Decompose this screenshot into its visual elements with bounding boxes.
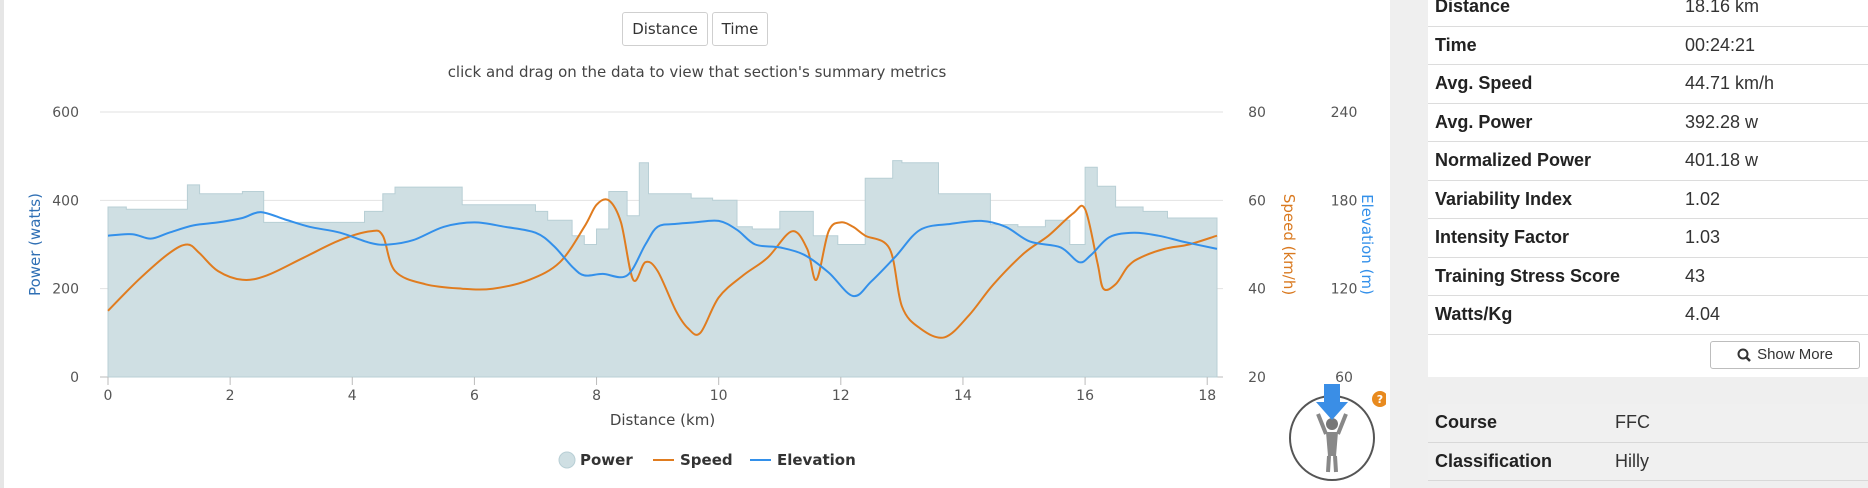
speed-tick-label: 20 (1248, 370, 1266, 386)
magnify-icon (1737, 348, 1751, 362)
elevation-axis-title: Elevation (m) (1358, 194, 1376, 295)
x-tick-label: 10 (710, 388, 728, 404)
x-tick-label: 14 (954, 388, 972, 404)
stat-label: Watts/Kg (1435, 304, 1513, 325)
stat-row: Time 00:24:21 (1428, 27, 1868, 65)
stat-value: 1.03 (1685, 227, 1721, 248)
stat-value: 43 (1685, 265, 1706, 286)
power-area-series (107, 160, 1218, 378)
legend-power-marker (558, 451, 576, 469)
elevation-tick-label: 180 (1331, 193, 1358, 209)
power-tick-label: 400 (52, 193, 79, 209)
stat-row: Variability Index 1.02 (1428, 181, 1868, 219)
x-tick-label: 2 (226, 388, 235, 404)
x-tick-label: 16 (1076, 388, 1094, 404)
stat-row: Training Stress Score 43 (1428, 258, 1868, 296)
stat-label: Normalized Power (1435, 150, 1592, 171)
speed-axis-title: Speed (km/h) (1280, 194, 1298, 295)
stat-value: FFC (1615, 412, 1650, 433)
left-edge-strip (0, 0, 4, 488)
x-tick-label: 4 (348, 388, 357, 404)
activity-chart[interactable]: 0 20 60 200 40 120 400 60 180 600 80 240 0 2 4 6 8 10 12 14… (4, 0, 1390, 488)
legend-power-label: Power (580, 451, 633, 469)
speed-tick-label: 60 (1248, 193, 1266, 209)
speed-line-series (107, 198, 1218, 339)
elevation-line-series (107, 211, 1218, 298)
x-tick-label: 8 (592, 388, 601, 404)
x-tick-label: 18 (1198, 388, 1216, 404)
stat-label: Avg. Power (1435, 111, 1533, 132)
stat-row: Classification Hilly (1428, 443, 1868, 481)
cyclist-climbing-icon (1316, 384, 1348, 473)
stat-row: Avg. Power 392.28 w (1428, 104, 1868, 142)
help-icon[interactable] (1372, 391, 1386, 407)
stat-value: 1.02 (1685, 188, 1721, 209)
speed-tick-label: 40 (1248, 282, 1266, 298)
stat-label: Distance (1435, 0, 1511, 17)
x-axis-title: Distance (km) (610, 411, 715, 429)
stat-label: Variability Index (1435, 188, 1573, 209)
stat-label: Intensity Factor (1435, 227, 1570, 248)
show-more-area: Show More (1428, 334, 1868, 377)
stat-value: 401.18 w (1685, 150, 1759, 171)
chart-hint-text: click and drag on the data to view that … (447, 63, 947, 81)
stat-value: Hilly (1615, 450, 1649, 471)
stat-row: Avg. Speed 44.71 km/h (1428, 65, 1868, 104)
course-table: Course FFC Classification Hilly (1428, 404, 1868, 481)
elevation-tick-label: 60 (1335, 370, 1353, 386)
chart-panel: Distance Time click and drag on the data… (4, 0, 1390, 488)
stat-value: 4.04 (1685, 304, 1721, 325)
stat-label: Training Stress Score (1435, 265, 1621, 286)
show-more-label: Show More (1757, 346, 1833, 363)
stat-value: 44.71 km/h (1685, 73, 1775, 94)
time-toggle-button[interactable]: Time (712, 12, 768, 46)
x-tick-label: 0 (104, 388, 113, 404)
stat-value: 00:24:21 (1685, 34, 1756, 55)
x-tick-label: 12 (832, 388, 850, 404)
chart-legend[interactable]: Power Speed Elevation (558, 451, 856, 469)
stat-label: Classification (1435, 450, 1553, 471)
power-axis-title: Power (watts) (26, 193, 44, 296)
elevation-tick-label: 240 (1331, 105, 1358, 121)
stat-row: Course FFC (1428, 404, 1868, 443)
stat-row: Watts/Kg 4.04 (1428, 296, 1868, 335)
x-tick-label: 6 (470, 388, 479, 404)
help-glyph: ? (1377, 393, 1383, 406)
stat-value: 18.16 km (1685, 0, 1760, 17)
chart-axes: 0 20 60 200 40 120 400 60 180 600 80 240 0 2 4 6 8 10 12 14… (26, 105, 1376, 429)
stat-value: 392.28 w (1685, 111, 1759, 132)
climb-badge[interactable]: ? (1286, 384, 1386, 484)
legend-speed-label: Speed (680, 451, 733, 469)
stat-row: Intensity Factor 1.03 (1428, 219, 1868, 258)
stat-label: Course (1435, 412, 1498, 433)
elevation-tick-label: 120 (1331, 282, 1358, 298)
legend-elevation-label: Elevation (777, 451, 856, 469)
distance-toggle-button[interactable]: Distance (622, 12, 708, 46)
stats-table: Distance 18.16 km Time 00:24:21 Avg. Speed 44… (1428, 0, 1868, 377)
stat-row: Normalized Power 401.18 w (1428, 142, 1868, 181)
stat-label: Time (1435, 34, 1477, 55)
speed-tick-label: 80 (1248, 105, 1266, 121)
power-tick-label: 600 (52, 105, 79, 121)
show-more-button[interactable]: Show More (1710, 340, 1860, 369)
power-tick-label: 200 (52, 282, 79, 298)
power-tick-label: 0 (70, 370, 79, 386)
summary-panel: Distance 18.16 km Time 00:24:21 Avg. Speed 44… (1390, 0, 1868, 488)
stat-row: Distance 18.16 km (1428, 0, 1868, 27)
stat-label: Avg. Speed (1435, 73, 1533, 94)
